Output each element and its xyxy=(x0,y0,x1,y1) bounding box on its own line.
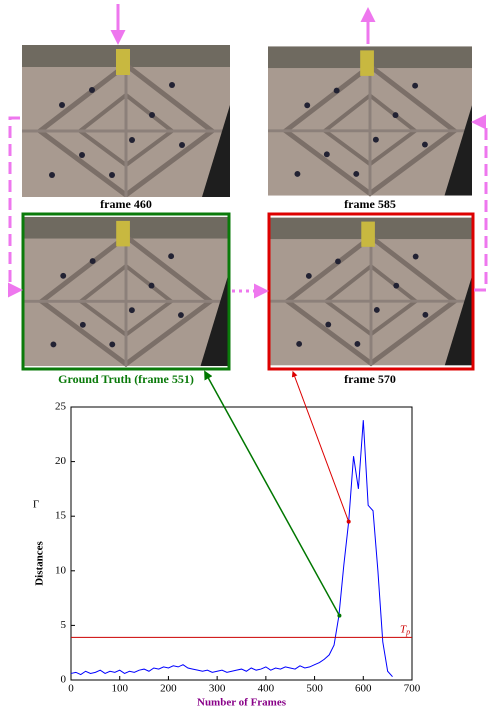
y-tick-label: 25 xyxy=(55,401,67,413)
x-tick-label: 300 xyxy=(209,683,226,695)
y-symbol: Γ xyxy=(33,499,39,511)
x-tick-label: 0 xyxy=(68,683,74,695)
link-arrow xyxy=(205,372,339,616)
panel-label: frame 460 xyxy=(100,197,152,211)
y-tick-label: 20 xyxy=(55,455,67,467)
x-tick-label: 600 xyxy=(355,683,372,695)
photo xyxy=(22,45,230,197)
x-tick-label: 500 xyxy=(306,683,323,695)
x-tick-label: 400 xyxy=(258,683,275,695)
plot: 0 100 200 300 400 500 600 700 0 5 10 15 20 25 Number o… xyxy=(33,372,421,709)
y-axis-label: Distances xyxy=(34,540,46,585)
y-tick-label: 10 xyxy=(55,564,67,576)
highlight-point xyxy=(347,520,351,524)
y-tick-label: 0 xyxy=(61,674,67,686)
threshold-subscript: p xyxy=(405,627,410,636)
x-axis-label: Number of Frames xyxy=(197,697,287,709)
x-tick-label: 100 xyxy=(111,683,128,695)
y-tick-label: 5 xyxy=(61,619,67,631)
photo xyxy=(270,218,472,366)
line xyxy=(71,420,393,677)
highlight-point xyxy=(337,614,341,618)
photo xyxy=(268,46,472,195)
photo xyxy=(24,217,228,366)
panel-label: frame 585 xyxy=(344,197,396,211)
x-tick-label: 700 xyxy=(404,683,421,695)
y-tick-label: 15 xyxy=(55,510,67,522)
panel-label: frame 570 xyxy=(344,372,396,386)
panel-label: Ground Truth (frame 551) xyxy=(58,372,194,386)
link-arrow xyxy=(293,372,349,522)
panels: frame 460 frame 585 Ground Truth (frame … xyxy=(22,45,473,386)
x-tick-label: 200 xyxy=(160,683,177,695)
figure: frame 460 frame 585 Ground Truth (frame … xyxy=(0,0,489,711)
threshold-label: Tp xyxy=(400,623,410,636)
